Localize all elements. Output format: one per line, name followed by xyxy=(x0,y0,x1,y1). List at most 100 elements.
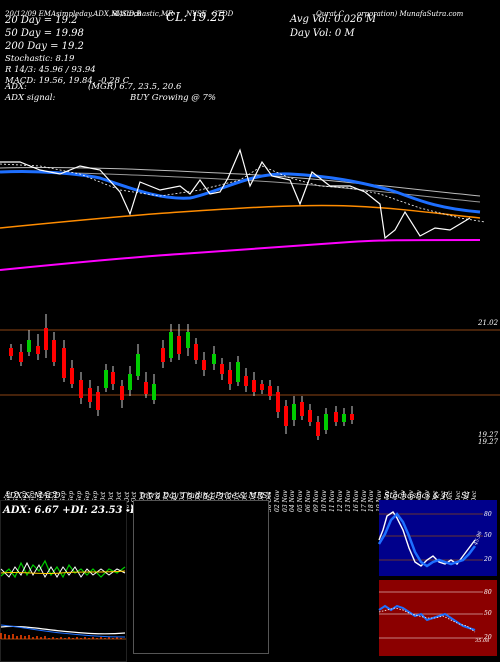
adx-plus-di-line xyxy=(0,559,126,579)
mr-axis-50: 50 xyxy=(484,610,492,617)
candle-body xyxy=(62,348,66,378)
ema50-readout: 50 Day = 19.98 xyxy=(5,28,84,39)
avg-volume: Avg Vol: 0.026 M xyxy=(290,14,377,25)
ema200-readout: 200 Day = 19.2 xyxy=(5,41,84,52)
date-label: 12 Nov xyxy=(336,490,344,512)
candle-body xyxy=(342,414,346,422)
candle-body xyxy=(252,380,256,392)
adx-signal-label: ADX signal: xyxy=(5,93,56,103)
top-strip-text: 20/12/09 EMAsimpleday,ADX,MACD,B xyxy=(5,10,142,18)
price-dotted-line xyxy=(0,163,486,223)
ema-chart xyxy=(0,148,486,271)
macd-histogram xyxy=(0,633,122,639)
close-price: CL: 19.25 xyxy=(166,10,226,24)
candle-body xyxy=(212,354,216,364)
price-line xyxy=(0,148,471,240)
mr-axis-20: 20 xyxy=(484,634,492,641)
macd-readout: MACD: 19.56, 19.84, -0.28 C xyxy=(5,76,130,86)
date-label: 13 Nov xyxy=(344,490,352,512)
intraday-panel-title: Intra Day Trading Price & MR xyxy=(140,491,263,500)
adx-line xyxy=(0,570,126,575)
candle-body xyxy=(292,404,296,420)
stochastic-readout: Stochastic: 8.19 xyxy=(5,54,75,64)
adx-mini-chart xyxy=(0,559,126,640)
candle-body xyxy=(36,346,40,354)
stochastics-chart xyxy=(377,511,483,568)
date-label: 05 Nov xyxy=(297,490,305,512)
intraday-panel xyxy=(133,500,269,654)
candle-body xyxy=(194,344,198,360)
stoch-d-line xyxy=(377,512,476,568)
day-volume: Day Vol: 0 M xyxy=(290,28,355,39)
candle-body xyxy=(111,372,115,384)
candle-body xyxy=(52,340,56,362)
stoch-axis-80: 80 xyxy=(484,511,492,518)
candle-body xyxy=(260,384,264,390)
symbol-label: CTDD xyxy=(212,10,234,18)
ema20-readout: 20 Day = 19.2 xyxy=(5,15,78,26)
website-fragment: orporation) MunafaSutra.com xyxy=(357,10,464,18)
candle-body xyxy=(220,364,224,374)
candle-body xyxy=(300,402,304,416)
mr-chart xyxy=(378,591,483,639)
adx-panel-readout: ADX: 6.67 +DI: 23.53 -DI: 20.59 xyxy=(3,505,182,516)
date-label: 04 Nov xyxy=(289,490,297,512)
mr-line xyxy=(378,604,476,631)
candle-body xyxy=(128,374,132,390)
indicator-list: SI,Stochastic,MR xyxy=(112,10,174,18)
adx-values: (MGR) 6.7, 23.5, 20.6 xyxy=(88,82,182,92)
date-label: 18 Nov xyxy=(368,490,376,512)
candle-body xyxy=(324,414,328,430)
stoch-axis-20: 20 xyxy=(484,556,492,563)
candle-body xyxy=(79,380,83,398)
ema-magenta-line xyxy=(0,239,481,271)
adx-label: ADX: xyxy=(5,82,27,92)
date-label: 16 Nov xyxy=(352,490,360,512)
candle-body xyxy=(152,384,156,400)
stoch-panel-title: Stochastics & R xyxy=(384,491,449,500)
adx-signal-value: BUY Growing @ 7% xyxy=(130,93,216,103)
price-axis-bottom-b: 19.27 xyxy=(478,438,499,446)
candle-body xyxy=(96,392,100,410)
candle-body xyxy=(308,410,312,422)
candle-body xyxy=(202,360,206,370)
stoch-axis-50: 50 xyxy=(484,532,492,539)
date-label: 02 Nov xyxy=(273,490,281,512)
ema-orange-line xyxy=(0,204,481,229)
candle-body xyxy=(136,354,140,376)
candle-body xyxy=(236,362,240,382)
macd-signal-line xyxy=(0,624,126,638)
candle-body xyxy=(19,352,23,362)
mr-axis-80: 80 xyxy=(484,589,492,596)
candle-body xyxy=(316,422,320,436)
intraday-panel-si: SI xyxy=(262,491,271,500)
ema-blue-line xyxy=(0,169,481,214)
candle-body xyxy=(44,328,48,350)
macd-line xyxy=(0,625,126,635)
adx-panel-title: ADX & MACD xyxy=(4,491,61,500)
date-label: 10 Nov xyxy=(321,490,328,512)
candle-body xyxy=(186,332,190,348)
candle-body xyxy=(169,332,173,358)
candle-body xyxy=(228,370,232,384)
candle-body xyxy=(334,412,338,422)
candle-body xyxy=(9,348,13,356)
candle-body xyxy=(276,392,280,412)
exchange-tag: NYSE xyxy=(186,10,207,18)
candle-body xyxy=(284,406,288,426)
candle-body xyxy=(350,414,354,420)
candle-body xyxy=(244,376,248,386)
candle-body xyxy=(144,382,148,394)
stoch-panel-si: SI xyxy=(461,491,470,500)
candle-body xyxy=(104,370,108,388)
date-label: 17 Nov xyxy=(360,490,368,512)
price-axis-bottom-a: 19.27 xyxy=(478,431,499,439)
candle-body xyxy=(268,386,272,396)
stoch-k-line xyxy=(378,511,476,567)
candle-body xyxy=(70,368,74,384)
date-label: 11 Nov xyxy=(328,490,336,512)
candle-body xyxy=(88,388,92,402)
mr-marker-value: 35.08 xyxy=(475,638,490,644)
company-name: Qurat C xyxy=(316,10,345,18)
date-label: 06 Nov xyxy=(305,490,313,512)
